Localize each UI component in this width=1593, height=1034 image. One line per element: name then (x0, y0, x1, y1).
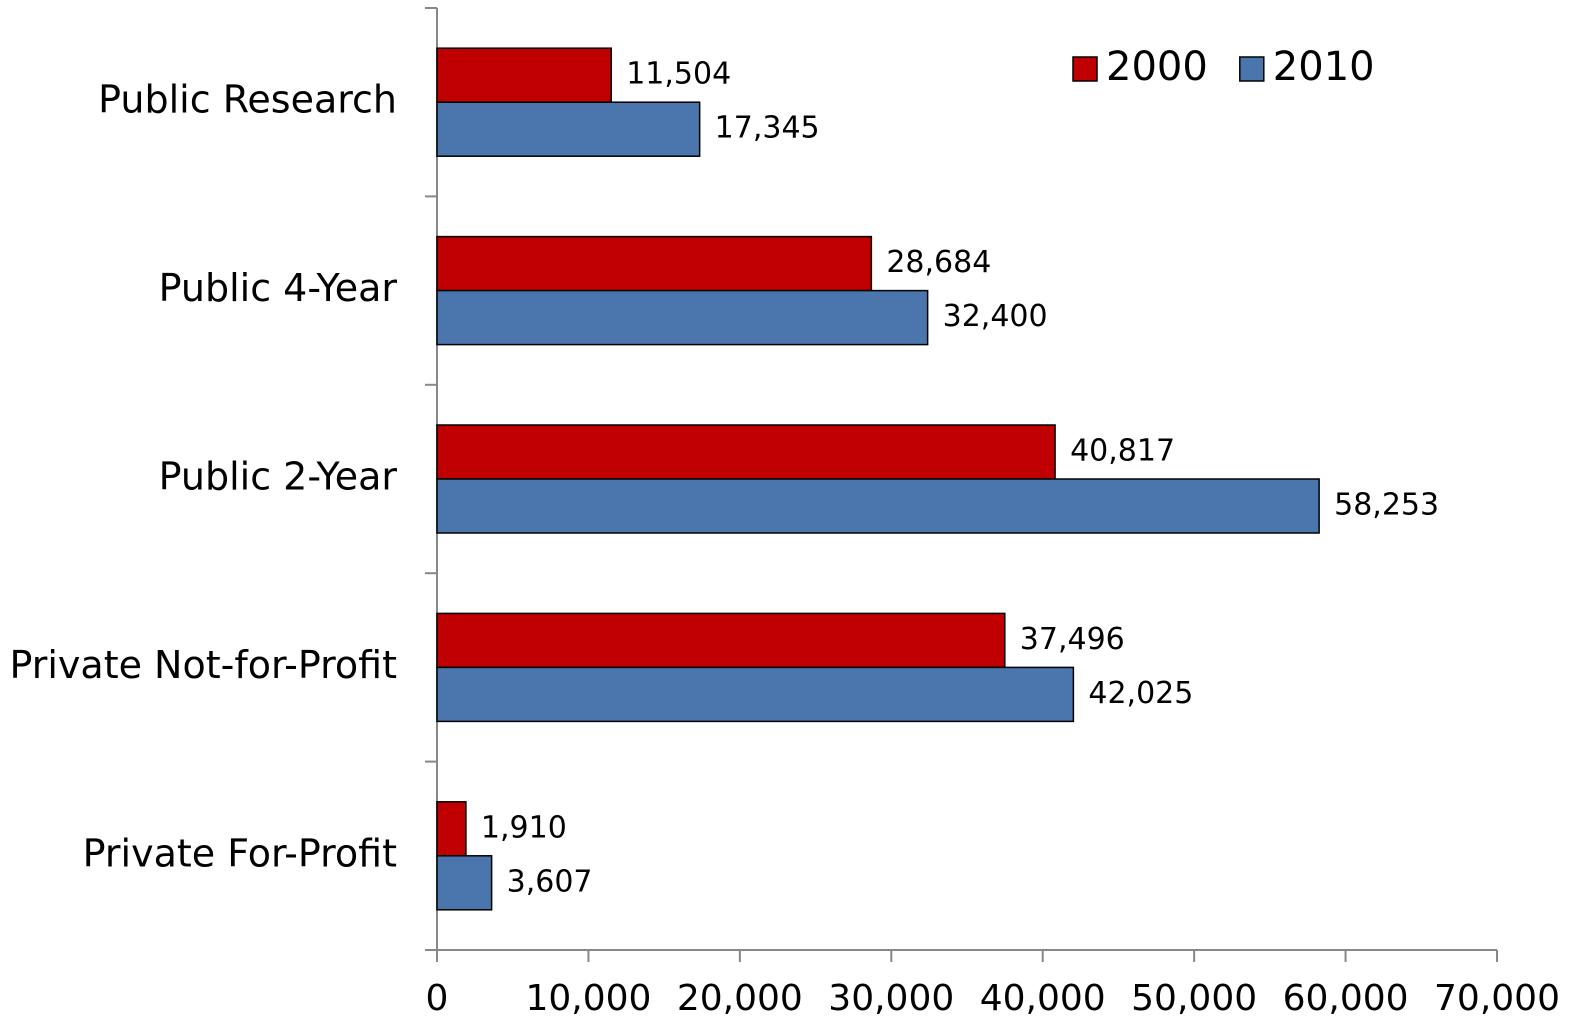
bar (436, 289, 929, 346)
x-tick-label: 60,000 (1283, 978, 1409, 1019)
y-tick-label: Public 4-Year (159, 266, 398, 310)
bar (436, 424, 1056, 480)
bar (436, 666, 1075, 723)
x-tick-label: 30,000 (828, 978, 954, 1019)
bar (436, 801, 467, 857)
value-label: 58,253 (1334, 488, 1439, 523)
x-tick-label: 70,000 (1434, 978, 1560, 1019)
y-tick-label: Private Not-for-Profit (10, 643, 398, 687)
value-label: 37,496 (1020, 622, 1125, 657)
bar (436, 47, 612, 103)
bar (436, 478, 1320, 534)
legend-swatch (1072, 56, 1098, 82)
x-tick-label: 50,000 (1131, 978, 1257, 1019)
value-label: 17,345 (715, 111, 820, 146)
x-tick-label: 10,000 (525, 978, 651, 1019)
x-tick-label: 20,000 (677, 978, 803, 1019)
value-label: 40,817 (1070, 434, 1175, 469)
value-label: 3,607 (507, 864, 593, 899)
legend-label: 2010 (1273, 44, 1375, 90)
bar (436, 612, 1006, 669)
y-tick-label: Public Research (98, 78, 397, 122)
value-label: 11,504 (626, 57, 731, 92)
x-tick-label: 0 (426, 978, 449, 1019)
value-label: 42,025 (1088, 676, 1193, 711)
x-tick-label: 40,000 (980, 978, 1106, 1019)
value-label: 1,910 (481, 810, 567, 845)
bar (436, 235, 873, 292)
value-label: 32,400 (943, 299, 1048, 334)
y-tick-label: Public 2-Year (159, 455, 398, 499)
bar (436, 101, 701, 157)
legend-swatch (1239, 56, 1265, 82)
bar (436, 855, 493, 911)
y-tick-label: Private For-Profit (83, 831, 397, 875)
value-label: 28,684 (886, 245, 991, 280)
legend-label: 2000 (1106, 44, 1208, 90)
